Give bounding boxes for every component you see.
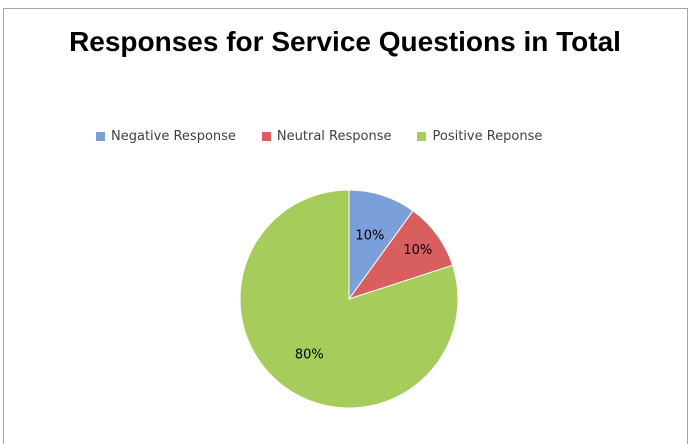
legend-label-neutral: Neutral Response	[276, 128, 392, 144]
legend-swatch-positive	[417, 131, 427, 141]
legend-swatch-negative	[96, 131, 105, 141]
data-label-negative: 10%	[355, 229, 384, 244]
chart-title: Responses for Service Questions in Total	[0, 22, 690, 62]
legend-label-negative: Negative Response	[111, 128, 236, 144]
chart-legend: Negative Response Neutral Response Posit…	[96, 126, 568, 146]
legend-item-positive: Positive Reponse	[417, 129, 542, 144]
data-label-neutral: 10%	[403, 243, 432, 258]
legend-label-positive: Positive Reponse	[432, 128, 543, 144]
chart-title-text: Responses for Service Questions in Total	[69, 26, 621, 57]
legend-item-negative: Negative Response	[96, 129, 236, 144]
legend-item-neutral: Neutral Response	[261, 128, 392, 144]
data-label-positive: 80%	[295, 348, 324, 363]
pie-slice-positive	[239, 189, 459, 409]
legend-swatch-neutral	[261, 131, 271, 141]
